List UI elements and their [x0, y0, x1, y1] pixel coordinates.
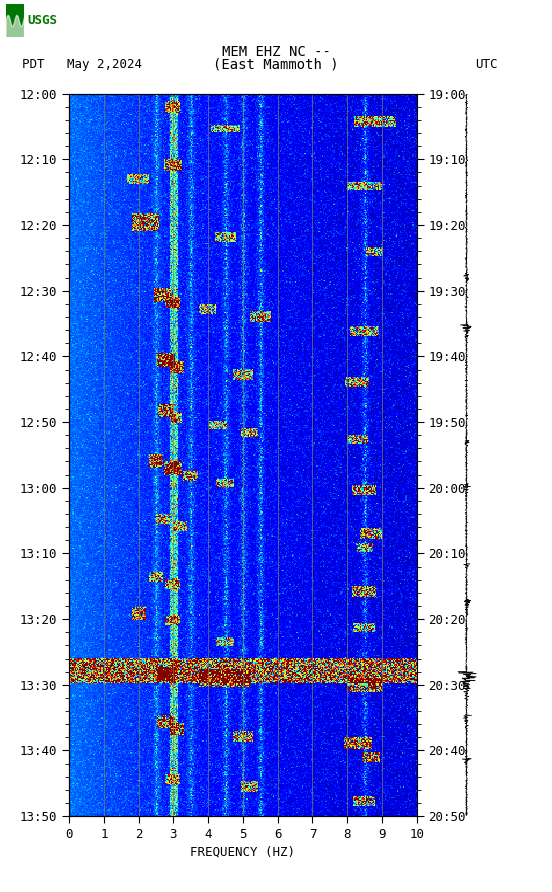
Text: UTC: UTC: [475, 58, 497, 71]
X-axis label: FREQUENCY (HZ): FREQUENCY (HZ): [190, 845, 295, 858]
Text: USGS: USGS: [28, 14, 57, 27]
Text: PDT   May 2,2024: PDT May 2,2024: [22, 58, 142, 71]
FancyBboxPatch shape: [6, 4, 24, 37]
Text: MEM EHZ NC --: MEM EHZ NC --: [221, 45, 331, 59]
Text: (East Mammoth ): (East Mammoth ): [213, 58, 339, 72]
